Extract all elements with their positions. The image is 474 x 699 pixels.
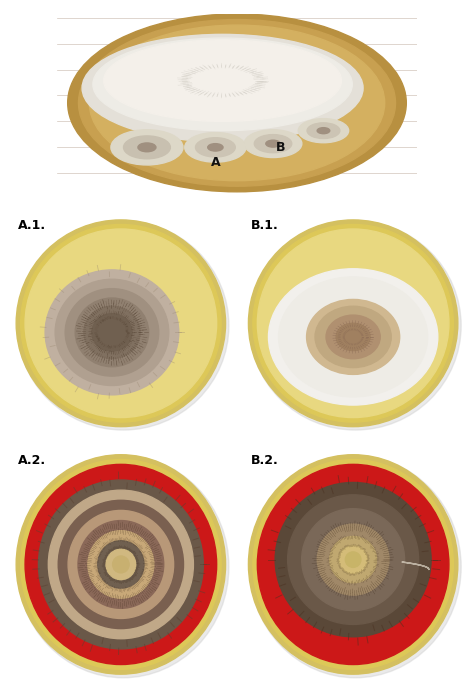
Ellipse shape — [195, 138, 235, 157]
Ellipse shape — [288, 495, 419, 624]
Ellipse shape — [257, 464, 449, 665]
Ellipse shape — [307, 299, 400, 375]
Ellipse shape — [253, 224, 453, 422]
Ellipse shape — [326, 315, 380, 359]
Ellipse shape — [257, 229, 449, 417]
Text: A: A — [210, 156, 220, 168]
Ellipse shape — [244, 130, 302, 157]
Text: B.1.: B.1. — [251, 219, 278, 232]
Ellipse shape — [268, 269, 438, 405]
Ellipse shape — [82, 34, 363, 142]
Ellipse shape — [16, 455, 226, 674]
Ellipse shape — [124, 136, 170, 159]
Ellipse shape — [138, 143, 156, 152]
Ellipse shape — [279, 277, 428, 397]
Ellipse shape — [17, 456, 229, 678]
Ellipse shape — [92, 314, 132, 351]
Ellipse shape — [317, 128, 330, 134]
Ellipse shape — [330, 536, 376, 583]
Ellipse shape — [249, 221, 461, 430]
Ellipse shape — [301, 509, 405, 610]
Ellipse shape — [25, 229, 217, 417]
Text: A.1.: A.1. — [18, 219, 46, 232]
Ellipse shape — [93, 38, 352, 131]
Ellipse shape — [339, 546, 367, 573]
Ellipse shape — [68, 510, 173, 619]
Ellipse shape — [307, 123, 340, 138]
Ellipse shape — [89, 25, 385, 181]
Ellipse shape — [254, 135, 292, 152]
Ellipse shape — [38, 480, 203, 649]
Ellipse shape — [113, 556, 129, 573]
Ellipse shape — [25, 464, 217, 665]
Text: A.2.: A.2. — [18, 454, 46, 466]
Ellipse shape — [104, 40, 341, 122]
Ellipse shape — [248, 455, 458, 674]
Ellipse shape — [106, 549, 136, 579]
Ellipse shape — [17, 221, 229, 430]
Ellipse shape — [266, 140, 280, 147]
Ellipse shape — [346, 552, 361, 568]
Ellipse shape — [21, 459, 221, 670]
Ellipse shape — [248, 220, 458, 426]
Ellipse shape — [249, 456, 461, 678]
Ellipse shape — [79, 20, 395, 186]
Ellipse shape — [78, 521, 164, 608]
Ellipse shape — [317, 524, 389, 595]
Ellipse shape — [315, 306, 391, 368]
Ellipse shape — [88, 531, 154, 598]
Text: B: B — [275, 141, 285, 154]
Ellipse shape — [21, 224, 221, 422]
Ellipse shape — [185, 133, 246, 162]
Ellipse shape — [55, 280, 169, 385]
Ellipse shape — [45, 270, 179, 395]
Ellipse shape — [75, 298, 149, 367]
Ellipse shape — [275, 482, 431, 637]
Ellipse shape — [16, 220, 226, 426]
Ellipse shape — [65, 289, 159, 376]
Ellipse shape — [111, 130, 183, 165]
Ellipse shape — [84, 306, 140, 359]
Text: B.2.: B.2. — [251, 454, 278, 466]
Ellipse shape — [58, 500, 183, 628]
Ellipse shape — [208, 144, 223, 151]
Ellipse shape — [68, 14, 406, 192]
Ellipse shape — [48, 490, 193, 639]
Ellipse shape — [298, 119, 349, 143]
Ellipse shape — [336, 323, 370, 351]
Ellipse shape — [98, 541, 144, 588]
Ellipse shape — [253, 459, 453, 670]
